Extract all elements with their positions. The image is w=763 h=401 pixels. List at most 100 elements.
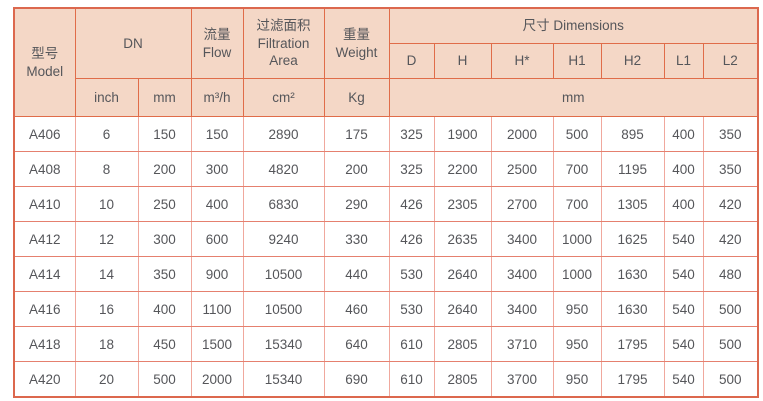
value-cell: 20 bbox=[74, 361, 139, 398]
header-row-2: D H H* H1 H2 L1 L2 bbox=[14, 43, 759, 79]
header-row-units: inch mm m³/h cm² Kg mm bbox=[14, 78, 759, 117]
value-cell: 2200 bbox=[433, 151, 492, 187]
value-cell: 300 bbox=[137, 221, 192, 257]
value-cell: 350 bbox=[137, 256, 192, 292]
value-cell: 1630 bbox=[600, 291, 665, 327]
model-cell: A408 bbox=[13, 151, 76, 187]
col-header-flow: 流量 Flow bbox=[190, 7, 244, 79]
unit-dimensions-mm: mm bbox=[388, 78, 759, 117]
col-header-h1: H1 bbox=[552, 43, 602, 79]
value-cell: 700 bbox=[552, 186, 602, 222]
model-cell: A410 bbox=[13, 186, 76, 222]
value-cell: 330 bbox=[323, 221, 390, 257]
value-cell: 1795 bbox=[600, 326, 665, 362]
value-cell: 16 bbox=[74, 291, 139, 327]
value-cell: 460 bbox=[323, 291, 390, 327]
value-cell: 12 bbox=[74, 221, 139, 257]
value-cell: 420 bbox=[702, 186, 759, 222]
value-cell: 500 bbox=[702, 326, 759, 362]
value-cell: 3400 bbox=[490, 291, 554, 327]
value-cell: 450 bbox=[137, 326, 192, 362]
value-cell: 2890 bbox=[242, 116, 325, 152]
value-cell: 10 bbox=[74, 186, 139, 222]
value-cell: 2305 bbox=[433, 186, 492, 222]
value-cell: 10500 bbox=[242, 291, 325, 327]
value-cell: 6 bbox=[74, 116, 139, 152]
value-cell: 3400 bbox=[490, 221, 554, 257]
value-cell: 175 bbox=[323, 116, 390, 152]
col-header-h: H bbox=[433, 43, 492, 79]
value-cell: 610 bbox=[388, 361, 435, 398]
unit-flow: m³/h bbox=[190, 78, 244, 117]
value-cell: 2635 bbox=[433, 221, 492, 257]
value-cell: 2640 bbox=[433, 291, 492, 327]
value-cell: 18 bbox=[74, 326, 139, 362]
value-cell: 1000 bbox=[552, 221, 602, 257]
table-header: 型号 Model DN 流量 Flow 过滤面积 Filtration Area… bbox=[13, 7, 759, 117]
unit-mm: mm bbox=[137, 78, 192, 117]
value-cell: 200 bbox=[323, 151, 390, 187]
value-cell: 3400 bbox=[490, 256, 554, 292]
value-cell: 2805 bbox=[433, 361, 492, 398]
col-header-model: 型号 Model bbox=[13, 7, 76, 117]
value-cell: 150 bbox=[137, 116, 192, 152]
value-cell: 540 bbox=[663, 256, 704, 292]
value-cell: 4820 bbox=[242, 151, 325, 187]
col-header-d: D bbox=[388, 43, 435, 79]
value-cell: 600 bbox=[190, 221, 244, 257]
unit-weight: Kg bbox=[323, 78, 390, 117]
value-cell: 400 bbox=[137, 291, 192, 327]
value-cell: 1305 bbox=[600, 186, 665, 222]
value-cell: 900 bbox=[190, 256, 244, 292]
table-row: A406 6 150 150 2890 175 325 1900 2000 500 895 400 35… bbox=[13, 116, 759, 152]
value-cell: 400 bbox=[663, 116, 704, 152]
value-cell: 420 bbox=[702, 221, 759, 257]
model-cell: A406 bbox=[13, 116, 76, 152]
value-cell: 3710 bbox=[490, 326, 554, 362]
model-cell: A418 bbox=[13, 326, 76, 362]
value-cell: 500 bbox=[137, 361, 192, 398]
value-cell: 640 bbox=[323, 326, 390, 362]
value-cell: 15340 bbox=[242, 326, 325, 362]
value-cell: 2805 bbox=[433, 326, 492, 362]
value-cell: 480 bbox=[702, 256, 759, 292]
value-cell: 3700 bbox=[490, 361, 554, 398]
header-row-1: 型号 Model DN 流量 Flow 过滤面积 Filtration Area… bbox=[13, 7, 759, 117]
col-header-filtration-area: 过滤面积 Filtration Area bbox=[242, 7, 325, 79]
value-cell: 350 bbox=[702, 151, 759, 187]
value-cell: 700 bbox=[552, 151, 602, 187]
value-cell: 2000 bbox=[190, 361, 244, 398]
col-header-dimensions: 尺寸 Dimensions bbox=[388, 7, 759, 44]
unit-area: cm² bbox=[242, 78, 325, 117]
value-cell: 290 bbox=[323, 186, 390, 222]
spec-table-container: 型号 Model DN 流量 Flow 过滤面积 Filtration Area… bbox=[13, 7, 760, 398]
value-cell: 1000 bbox=[552, 256, 602, 292]
value-cell: 400 bbox=[663, 186, 704, 222]
col-header-h-star: H* bbox=[490, 43, 554, 79]
value-cell: 500 bbox=[552, 116, 602, 152]
value-cell: 426 bbox=[388, 186, 435, 222]
value-cell: 150 bbox=[190, 116, 244, 152]
value-cell: 15340 bbox=[242, 361, 325, 398]
value-cell: 400 bbox=[663, 151, 704, 187]
table-row: A418 18 450 1500 15340 640 610 2805 3710 950 1795 5… bbox=[13, 326, 759, 362]
table-row: A410 10 250 400 6830 290 426 2305 2700 700 1305 400… bbox=[13, 186, 759, 222]
value-cell: 200 bbox=[137, 151, 192, 187]
col-header-weight: 重量 Weight bbox=[323, 7, 390, 79]
model-cell: A412 bbox=[13, 221, 76, 257]
value-cell: 500 bbox=[702, 361, 759, 398]
value-cell: 2000 bbox=[490, 116, 554, 152]
value-cell: 9240 bbox=[242, 221, 325, 257]
value-cell: 400 bbox=[190, 186, 244, 222]
value-cell: 300 bbox=[190, 151, 244, 187]
filtration-spec-table: 型号 Model DN 流量 Flow 过滤面积 Filtration Area… bbox=[13, 7, 760, 398]
unit-inch: inch bbox=[74, 78, 139, 117]
value-cell: 950 bbox=[552, 291, 602, 327]
table-body: A406 6 150 150 2890 175 325 1900 2000 500 895 400 35… bbox=[13, 116, 759, 398]
model-cell: A416 bbox=[13, 291, 76, 327]
value-cell: 426 bbox=[388, 221, 435, 257]
model-cell: A420 bbox=[13, 361, 76, 398]
value-cell: 895 bbox=[600, 116, 665, 152]
col-header-l1: L1 bbox=[663, 43, 704, 79]
value-cell: 1795 bbox=[600, 361, 665, 398]
